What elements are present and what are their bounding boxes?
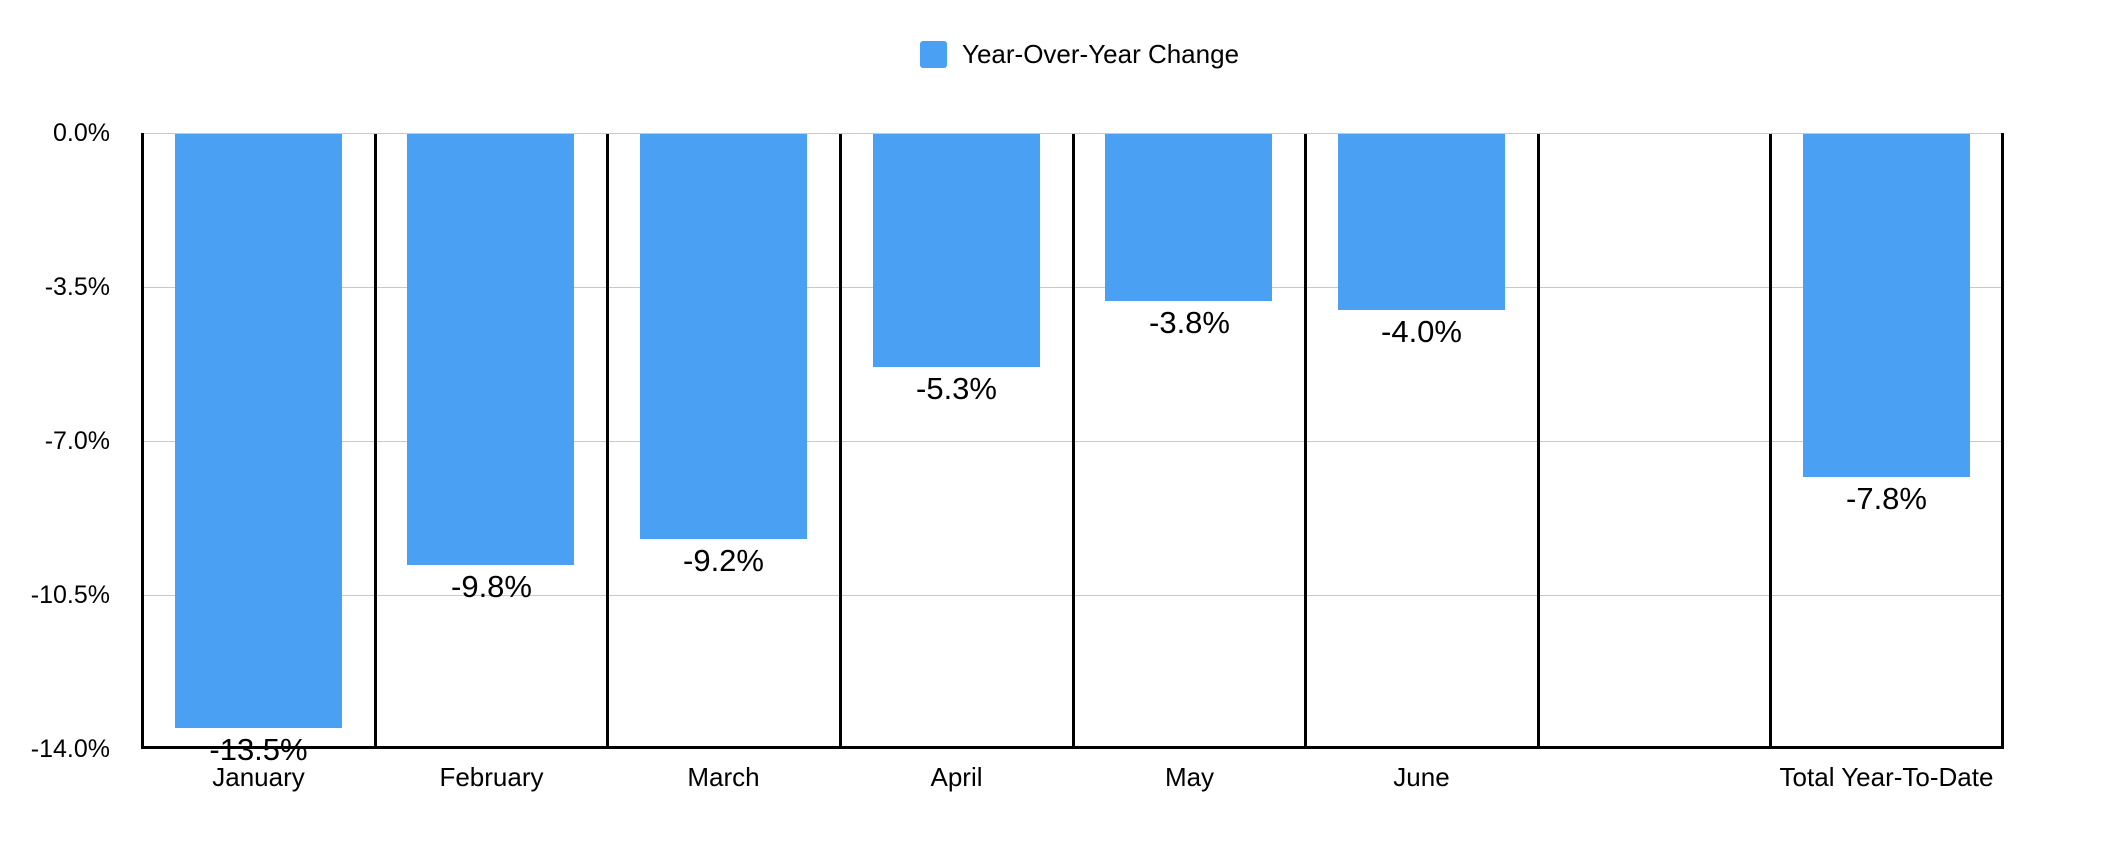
x-axis-category-label: May [1164,762,1215,792]
plot-border-bottom [141,746,2004,749]
category-separator [374,134,377,749]
bar-may [1105,134,1272,301]
bar-value-label: -13.5% [209,732,308,767]
bar-value-label: -9.2% [683,543,764,578]
y-axis-tick-label: -7.0% [44,427,110,455]
bar-january [175,134,342,728]
legend-swatch-icon [920,40,947,68]
category-separator [839,134,842,749]
bar-value-label: -3.8% [1149,305,1230,340]
x-axis-category-label: February [439,762,544,792]
plot-border-right [2001,133,2004,749]
bar-value-label: -7.8% [1846,481,1927,516]
x-axis-category-label: June [1393,762,1450,792]
bar-value-label: -9.8% [451,569,532,604]
category-separator [1304,134,1307,749]
gridline [142,133,2003,134]
x-axis-category-label: January [212,762,305,792]
plot-border-left [141,133,144,749]
bar-total-year-to-date [1803,134,1970,477]
y-axis-tick-label: -3.5% [44,273,110,301]
chart-legend: Year-Over-Year Change [920,39,1239,69]
x-axis-category-label: Total Year-To-Date [1779,762,1994,792]
bar-june [1338,134,1505,310]
category-separator [1072,134,1075,749]
x-axis-category-label: March [687,762,760,792]
legend-label: Year-Over-Year Change [962,39,1240,69]
x-axis-category-label: April [930,762,983,792]
bar-april [873,134,1040,367]
y-axis-tick-label: -10.5% [30,581,110,609]
category-separator [606,134,609,749]
bar-february [407,134,574,565]
y-axis-tick-label: 0.0% [53,119,110,147]
category-separator [1537,134,1540,749]
bar-march [640,134,807,539]
category-separator [1769,134,1772,749]
y-axis-tick-label: -14.0% [30,735,110,763]
bar-value-label: -4.0% [1381,314,1462,349]
plot-area: -13.5% -9.8% -9.2% -5.3% -3.8% -4.0% -7.8% [141,133,2004,767]
bar-value-label: -5.3% [916,371,997,406]
